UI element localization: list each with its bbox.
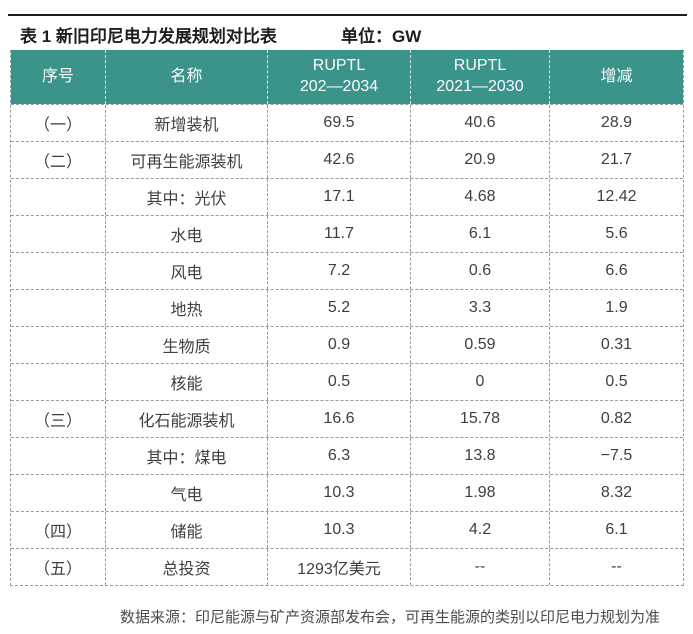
table-cell: 核能 [105, 364, 267, 400]
header-line: 202—2034 [299, 78, 379, 95]
table-cell: 12.42 [549, 179, 683, 215]
table-cell: 6.1 [410, 216, 549, 252]
table-cell: 风电 [105, 253, 267, 289]
table-cell: 4.68 [410, 179, 549, 215]
table-cell: −7.5 [549, 438, 683, 474]
header-cell-ruptl-old: RUPTL 2021—2030 [410, 50, 549, 104]
table-cell: 化石能源装机 [105, 401, 267, 437]
table-cell [11, 253, 105, 289]
table-cell: （一） [33, 117, 82, 134]
table-cell [11, 327, 105, 363]
table-cell: 1.9 [549, 290, 683, 326]
table-cell: （二） [33, 154, 82, 171]
table-row: 核能 0.5 0 0.5 [11, 363, 683, 400]
table-cell: 储能 [105, 512, 267, 548]
table-cell: 水电 [105, 216, 267, 252]
table-cell [11, 216, 105, 252]
table-cell: -- [549, 549, 683, 585]
table-cell [11, 364, 105, 400]
header-line: RUPTL [312, 57, 366, 75]
table-cell [11, 179, 105, 215]
table-cell: 5.6 [549, 216, 683, 252]
table-title: 表 1 新旧印尼电力发展规划对比表 [20, 27, 277, 46]
table-cell: 69.5 [267, 105, 410, 141]
title-bar: 表 1 新旧印尼电力发展规划对比表 单位：GW [0, 22, 693, 48]
unit-label: 单位：GW [341, 27, 422, 46]
table-cell: 7.2 [267, 253, 410, 289]
table-row: （三） 化石能源装机 16.6 15.78 0.82 [11, 400, 683, 437]
header-line: 增减 [600, 67, 633, 85]
table-row: 气电 10.3 1.98 8.32 [11, 474, 683, 511]
table-row: （五） 总投资 1293亿美元 -- -- [11, 548, 683, 585]
comparison-table: 序号 名称 RUPTL 202—2034 RUPTL 2021—2030 增减 （一… [10, 50, 684, 586]
table-cell: 11.7 [267, 216, 410, 252]
table-cell: 气电 [105, 475, 267, 511]
table-cell: 8.32 [549, 475, 683, 511]
table-cell: 0.5 [267, 364, 410, 400]
table-cell: 其中：光伏 [105, 179, 267, 215]
table-cell: 6.3 [267, 438, 410, 474]
table-cell: 6.1 [549, 512, 683, 548]
table-row: （二） 可再生能源装机 42.6 20.9 21.7 [11, 141, 683, 178]
table-cell: 可再生能源装机 [105, 142, 267, 178]
table-cell: 新增装机 [105, 105, 267, 141]
table-cell: 42.6 [267, 142, 410, 178]
table-row: （一） 新增装机 69.5 40.6 28.9 [11, 104, 683, 141]
table-cell: 地热 [105, 290, 267, 326]
top-rule [8, 14, 687, 16]
table-cell: 3.3 [410, 290, 549, 326]
table-cell: 总投资 [105, 549, 267, 585]
table-cell: 0 [410, 364, 549, 400]
table-cell: 10.3 [267, 512, 410, 548]
table-row: 水电 11.7 6.1 5.6 [11, 215, 683, 252]
table-cell: 生物质 [105, 327, 267, 363]
table-cell: （四） [33, 524, 82, 541]
table-cell: 5.2 [267, 290, 410, 326]
table-cell: 10.3 [267, 475, 410, 511]
table-row: 地热 5.2 3.3 1.9 [11, 289, 683, 326]
table-row: 生物质 0.9 0.59 0.31 [11, 326, 683, 363]
header-line: 2021—2030 [436, 78, 524, 95]
table-cell: 0.31 [549, 327, 683, 363]
table-cell: 20.9 [410, 142, 549, 178]
table-row: （四） 储能 10.3 4.2 6.1 [11, 511, 683, 548]
table-cell [11, 438, 105, 474]
table-cell: 1.98 [410, 475, 549, 511]
table-cell: 17.1 [267, 179, 410, 215]
table-row: 其中：光伏 17.1 4.68 12.42 [11, 178, 683, 215]
header-line: RUPTL [453, 57, 507, 75]
table-cell: 0.5 [549, 364, 683, 400]
header-cell-ruptl-new: RUPTL 202—2034 [267, 50, 410, 104]
table-cell: 其中：煤电 [105, 438, 267, 474]
header-cell-delta: 增减 [549, 50, 683, 104]
header-line: 名称 [170, 67, 203, 85]
table-cell: 0.82 [549, 401, 683, 437]
table-cell: 4.2 [410, 512, 549, 548]
table-cell [11, 290, 105, 326]
header-line: 序号 [41, 67, 74, 85]
table-row: 风电 7.2 0.6 6.6 [11, 252, 683, 289]
table-body: （一） 新增装机 69.5 40.6 28.9 （二） 可再生能源装机 42.6 20.9 21.… [11, 104, 683, 585]
table-cell: （三） [33, 413, 82, 430]
table-header-row: 序号 名称 RUPTL 202—2034 RUPTL 2021—2030 增减 [11, 50, 683, 104]
table-cell: 21.7 [549, 142, 683, 178]
table-cell: 0.9 [267, 327, 410, 363]
table-cell: 16.6 [267, 401, 410, 437]
header-cell-name: 名称 [105, 50, 267, 104]
table-cell: -- [410, 549, 549, 585]
table-cell: （五） [33, 561, 82, 578]
table-row: 其中：煤电 6.3 13.8 −7.5 [11, 437, 683, 474]
table-cell [11, 475, 105, 511]
table-cell: 0.6 [410, 253, 549, 289]
header-cell-index: 序号 [11, 50, 105, 104]
table-cell: 28.9 [549, 105, 683, 141]
table-cell: 1293亿美元 [267, 549, 410, 585]
table-cell: 6.6 [549, 253, 683, 289]
data-source-note: 数据来源：印尼能源与矿产资源部发布会，可再生能源的类别以印尼电力规划为准 [120, 609, 661, 626]
table-cell: 15.78 [410, 401, 549, 437]
table-cell: 0.59 [410, 327, 549, 363]
table-cell: 40.6 [410, 105, 549, 141]
table-cell: 13.8 [410, 438, 549, 474]
